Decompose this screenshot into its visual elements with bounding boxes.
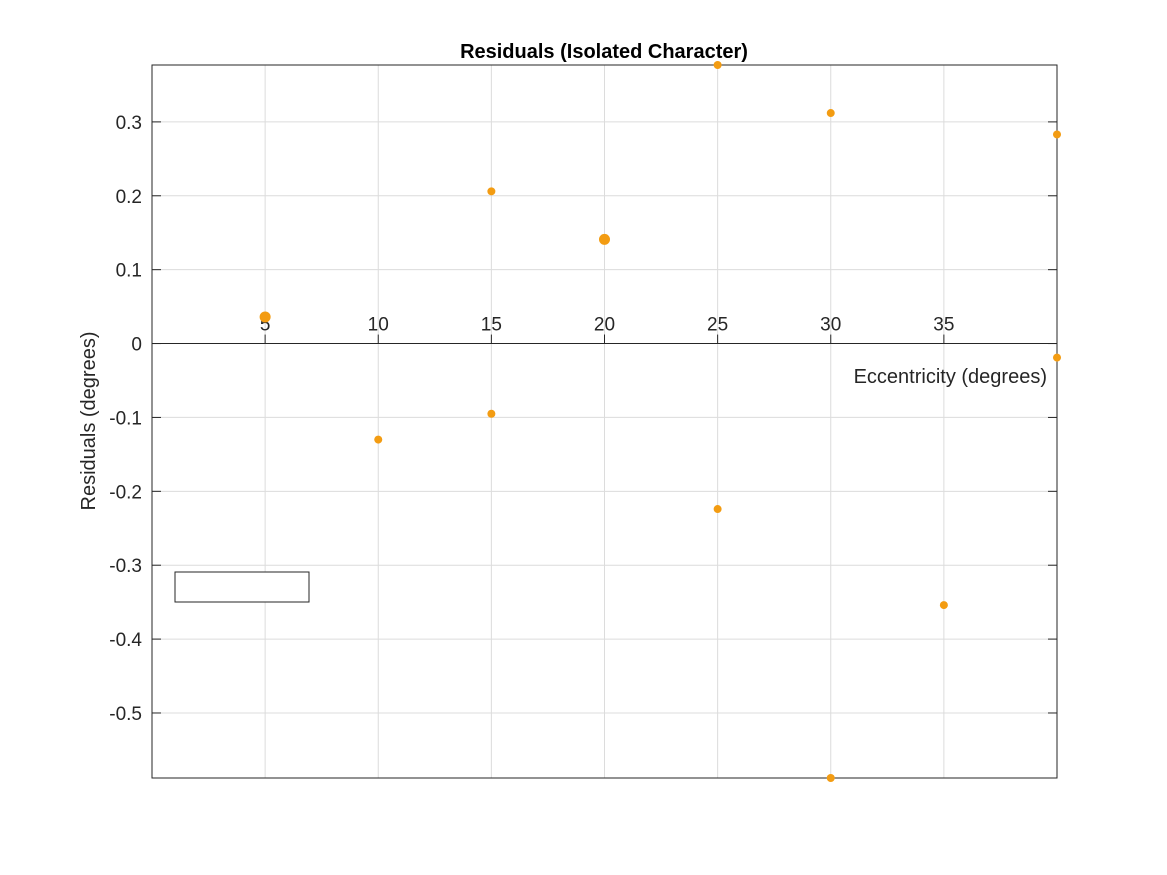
y-tick-label: -0.1	[109, 408, 142, 429]
plot-area-frame	[151, 64, 1058, 779]
x-tick-label: 30	[820, 315, 841, 336]
y-tick-label: 0.2	[116, 187, 142, 208]
data-point	[713, 505, 722, 514]
y-tick-label: -0.3	[109, 556, 142, 577]
x-tick-label: 5	[260, 315, 271, 336]
chart-title: Residuals (Isolated Character)	[460, 41, 748, 63]
x-tick-label: 20	[594, 315, 615, 336]
data-point	[939, 601, 948, 610]
y-tick-labels: 0.3 0.2 0.1 0 -0.1 -0.2 -0.3 -0.4 -0.5	[109, 113, 142, 725]
y-axis-label: Residuals (degrees)	[78, 332, 100, 511]
data-point	[374, 435, 383, 444]
y-tick-label: 0.3	[116, 113, 142, 134]
data-points	[259, 61, 1061, 782]
data-point	[826, 109, 835, 118]
data-point	[487, 409, 496, 418]
y-tick-label: -0.5	[109, 704, 142, 725]
data-point	[1053, 130, 1061, 139]
data-point	[487, 187, 496, 196]
x-tick-label: 35	[933, 315, 954, 336]
data-point	[713, 61, 722, 69]
legend-box	[174, 571, 310, 603]
data-point	[259, 311, 271, 323]
x-tick-label: 10	[368, 315, 389, 336]
x-tick-label: 25	[707, 315, 728, 336]
y-tick-label: -0.4	[109, 630, 142, 651]
x-tick-labels: 5 10 15 20 25 30 35	[260, 315, 955, 336]
grid-lines	[152, 65, 1057, 778]
y-tick-label: 0.1	[116, 261, 142, 282]
y-tick-label: 0	[131, 335, 142, 356]
y-tick-label: -0.2	[109, 482, 142, 503]
data-point	[826, 774, 835, 782]
x-tick-label: 15	[481, 315, 502, 336]
data-point	[599, 233, 610, 245]
x-axis-label: Eccentricity (degrees)	[854, 366, 1047, 388]
data-point	[1053, 353, 1061, 362]
